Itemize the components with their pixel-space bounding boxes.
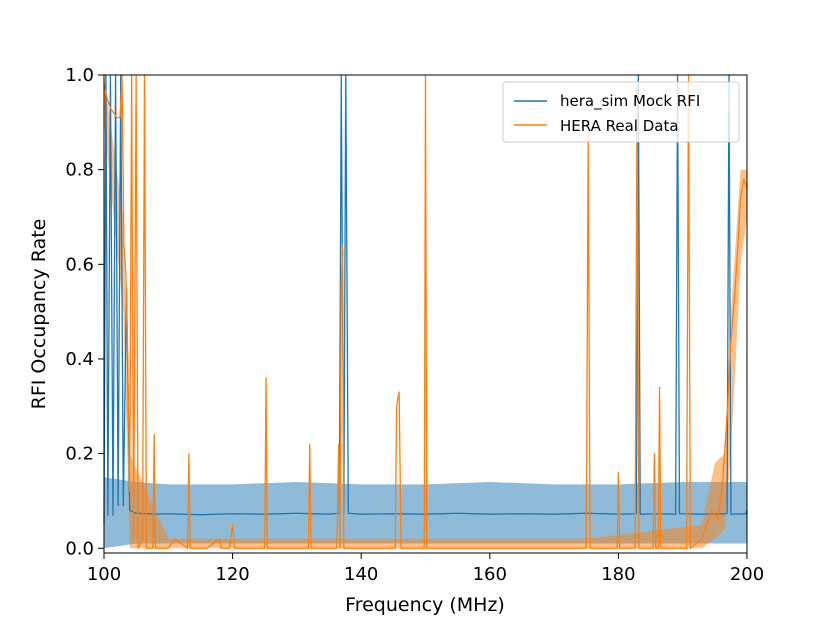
y-axis-ticks: 0.0 0.2 0.4 0.6 0.8 1.0 [65,65,104,559]
x-tick-label: 140 [344,564,378,585]
plot-frame [103,74,748,554]
series-line-1 [103,74,748,549]
x-tick-label: 120 [215,564,249,585]
y-tick-label: 0.0 [65,538,94,559]
legend-label-mock-rfi: hera_sim Mock RFI [560,92,700,111]
y-axis-label: RFI Occupancy Rate [28,219,50,410]
y-tick-label: 0.2 [65,444,94,465]
y-tick-label: 1.0 [65,65,94,86]
y-tick-label: 0.6 [65,254,94,275]
x-tick-label: 200 [730,564,764,585]
y-tick-label: 0.4 [65,349,94,370]
x-tick-label: 180 [601,564,635,585]
x-tick-label: 100 [87,564,121,585]
y-tick-label: 0.8 [65,160,94,181]
series-lines [103,74,748,549]
legend: hera_sim Mock RFI HERA Real Data [502,81,740,143]
series-line-0 [103,74,748,525]
legend-label-real-data: HERA Real Data [560,117,679,135]
legend-box [502,81,740,143]
x-tick-label: 160 [473,564,507,585]
x-axis-label: Frequency (MHz) [345,594,505,616]
x-axis-ticks: 100 120 140 160 180 200 [87,553,764,585]
